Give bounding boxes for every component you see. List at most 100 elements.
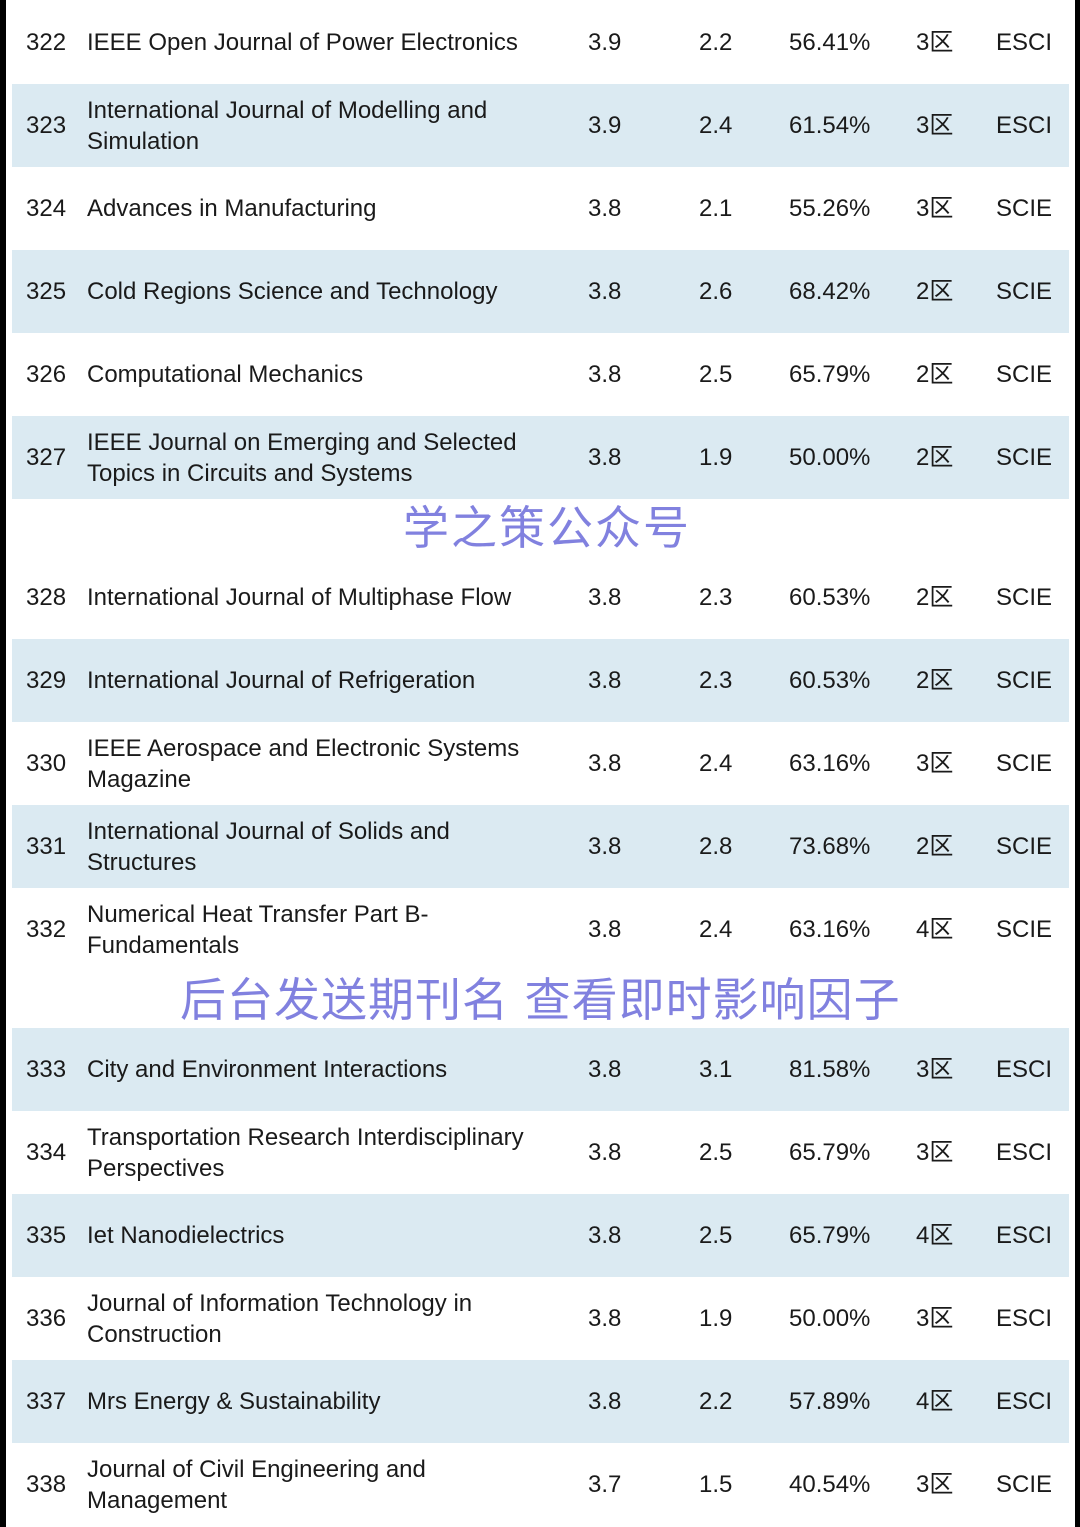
row-number-cell: 322 bbox=[26, 29, 67, 56]
percentile-cell: 50.00% bbox=[789, 444, 871, 471]
table-row: 335 Iet Nanodielectrics 3.8 2.5 65.79% 4区 ESCI bbox=[12, 1194, 1069, 1277]
five-year-value-cell: 2.4 bbox=[699, 916, 733, 943]
percentile-cell: 61.54% bbox=[789, 112, 871, 139]
table-row: 324 Advances in Manufacturing 3.8 2.1 55.26%… bbox=[12, 167, 1069, 250]
percentile-cell: 63.16% bbox=[789, 916, 871, 943]
index-type-cell: ESCI bbox=[996, 1305, 1053, 1332]
table-row: 325 Cold Regions Science and Technology 3.… bbox=[12, 250, 1069, 333]
journal-name-cell: IEEE Aerospace and Electronic Systems Ma… bbox=[87, 734, 520, 793]
zone-cell: 3区 bbox=[916, 1305, 954, 1332]
impact-factor-cell: 3.7 bbox=[588, 1471, 622, 1498]
table-row: 327 IEEE Journal on Emerging and Selected… bbox=[12, 416, 1069, 499]
index-type-cell: SCIE bbox=[996, 444, 1053, 471]
journal-name-cell: City and Environment Interactions bbox=[87, 1056, 448, 1083]
table-row: 336 Journal of Information Technology in … bbox=[12, 1277, 1069, 1360]
zone-cell: 2区 bbox=[916, 278, 954, 305]
zone-cell: 2区 bbox=[916, 361, 954, 388]
index-type-cell: ESCI bbox=[996, 1222, 1053, 1249]
index-type-cell: ESCI bbox=[996, 29, 1053, 56]
index-type-cell: SCIE bbox=[996, 1471, 1053, 1498]
index-type-cell: SCIE bbox=[996, 833, 1053, 860]
row-number-cell: 338 bbox=[26, 1471, 67, 1498]
row-number-cell: 329 bbox=[26, 667, 67, 694]
row-number-cell: 325 bbox=[26, 278, 67, 305]
percentile-cell: 65.79% bbox=[789, 361, 871, 388]
index-type-cell: SCIE bbox=[996, 195, 1053, 222]
table-row: 333 City and Environment Interactions 3.8 3… bbox=[12, 1028, 1069, 1111]
zone-cell: 3区 bbox=[916, 1056, 954, 1083]
zone-cell: 4区 bbox=[916, 1388, 954, 1415]
impact-factor-cell: 3.8 bbox=[588, 1305, 622, 1332]
five-year-value-cell: 2.5 bbox=[699, 361, 733, 388]
watermark-band-top: 学之策公众号 bbox=[12, 499, 1069, 556]
zone-cell: 3区 bbox=[916, 112, 954, 139]
percentile-cell: 40.54% bbox=[789, 1471, 871, 1498]
five-year-value-cell: 2.5 bbox=[699, 1222, 733, 1249]
watermark-bottom: 后台发送期刊名 查看即时影响因子 bbox=[180, 972, 901, 1027]
five-year-value-cell: 1.5 bbox=[699, 1471, 733, 1498]
table-row: 322 IEEE Open Journal of Power Electronic… bbox=[12, 1, 1069, 84]
five-year-value-cell: 2.2 bbox=[699, 1388, 733, 1415]
zone-cell: 3区 bbox=[916, 1139, 954, 1166]
index-type-cell: ESCI bbox=[996, 1056, 1053, 1083]
percentile-cell: 56.41% bbox=[789, 29, 871, 56]
table-row: 329 International Journal of Refrigeratio… bbox=[12, 639, 1069, 722]
row-number-cell: 337 bbox=[26, 1388, 67, 1415]
journal-name-cell: International Journal of Modelling and S… bbox=[87, 96, 488, 155]
table-row: 337 Mrs Energy & Sustainability 3.8 2.2 57.8… bbox=[12, 1360, 1069, 1443]
journal-name-cell: International Journal of Multiphase Flow bbox=[87, 584, 512, 611]
zone-cell: 2区 bbox=[916, 584, 954, 611]
five-year-value-cell: 2.6 bbox=[699, 278, 733, 305]
journal-name-cell: IEEE Journal on Emerging and Selected To… bbox=[87, 428, 517, 487]
five-year-value-cell: 1.9 bbox=[699, 1305, 733, 1332]
impact-factor-cell: 3.8 bbox=[588, 278, 622, 305]
impact-factor-cell: 3.8 bbox=[588, 361, 622, 388]
index-type-cell: SCIE bbox=[996, 361, 1053, 388]
watermark-top: 学之策公众号 bbox=[403, 500, 691, 555]
index-type-cell: SCIE bbox=[996, 667, 1053, 694]
percentile-cell: 65.79% bbox=[789, 1222, 871, 1249]
journal-name-cell: Iet Nanodielectrics bbox=[87, 1222, 285, 1249]
zone-cell: 3区 bbox=[916, 195, 954, 222]
five-year-value-cell: 2.5 bbox=[699, 1139, 733, 1166]
five-year-value-cell: 2.4 bbox=[699, 750, 733, 777]
impact-factor-cell: 3.8 bbox=[588, 1139, 622, 1166]
watermark-band-bottom: 后台发送期刊名 查看即时影响因子 bbox=[12, 971, 1069, 1028]
table-row: 334 Transportation Research Interdiscipli… bbox=[12, 1111, 1069, 1194]
index-type-cell: ESCI bbox=[996, 1388, 1053, 1415]
table-row: 330 IEEE Aerospace and Electronic Systems… bbox=[12, 722, 1069, 805]
table-row: 338 Journal of Civil Engineering and Mana… bbox=[12, 1443, 1069, 1526]
right-border bbox=[1075, 0, 1080, 1527]
journal-name-cell: Cold Regions Science and Technology bbox=[87, 278, 498, 305]
index-type-cell: SCIE bbox=[996, 584, 1053, 611]
journal-name-cell: International Journal of Solids and Stru… bbox=[87, 817, 450, 876]
impact-factor-cell: 3.8 bbox=[588, 584, 622, 611]
percentile-cell: 60.53% bbox=[789, 584, 871, 611]
percentile-cell: 55.26% bbox=[789, 195, 871, 222]
zone-cell: 3区 bbox=[916, 750, 954, 777]
percentile-cell: 68.42% bbox=[789, 278, 871, 305]
row-number-cell: 335 bbox=[26, 1222, 67, 1249]
five-year-value-cell: 1.9 bbox=[699, 444, 733, 471]
journal-name-cell: Mrs Energy & Sustainability bbox=[87, 1388, 381, 1415]
percentile-cell: 65.79% bbox=[789, 1139, 871, 1166]
index-type-cell: ESCI bbox=[996, 1139, 1053, 1166]
row-number-cell: 333 bbox=[26, 1056, 67, 1083]
impact-factor-cell: 3.8 bbox=[588, 750, 622, 777]
row-number-cell: 327 bbox=[26, 444, 67, 471]
journal-name-cell: Transportation Research Interdisciplinar… bbox=[87, 1123, 524, 1182]
row-number-cell: 323 bbox=[26, 112, 67, 139]
zone-cell: 4区 bbox=[916, 1222, 954, 1249]
row-number-cell: 324 bbox=[26, 195, 67, 222]
zone-cell: 2区 bbox=[916, 667, 954, 694]
journal-name-cell: Journal of Civil Engineering and Managem… bbox=[87, 1455, 426, 1514]
percentile-cell: 81.58% bbox=[789, 1056, 871, 1083]
journal-name-cell: Journal of Information Technology in Con… bbox=[87, 1289, 473, 1348]
index-type-cell: ESCI bbox=[996, 112, 1053, 139]
table-row: 331 International Journal of Solids and S… bbox=[12, 805, 1069, 888]
row-number-cell: 328 bbox=[26, 584, 67, 611]
journal-name-cell: Computational Mechanics bbox=[87, 361, 364, 388]
impact-factor-cell: 3.8 bbox=[588, 444, 622, 471]
impact-factor-cell: 3.8 bbox=[588, 916, 622, 943]
percentile-cell: 73.68% bbox=[789, 833, 871, 860]
